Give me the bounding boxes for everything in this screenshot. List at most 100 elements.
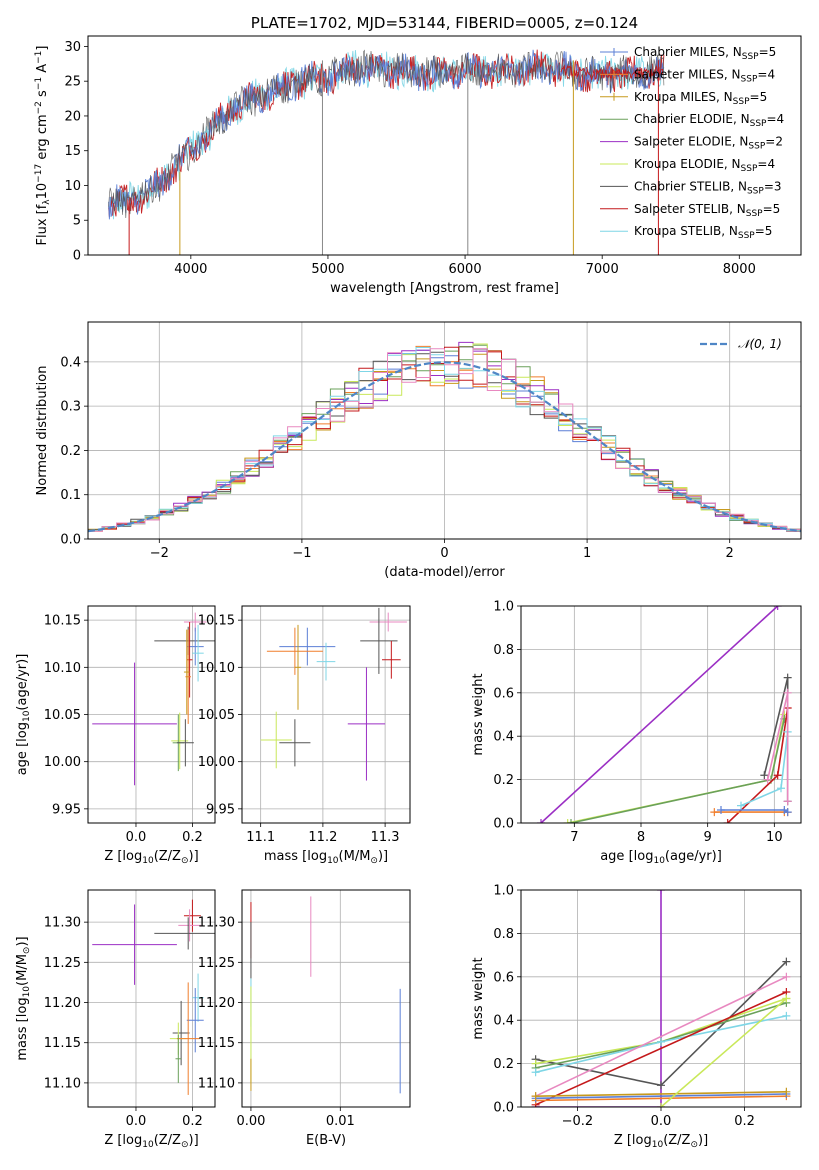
legend-entry-part: Salpeter STELIB, N <box>634 202 746 216</box>
x-tick-label: 0 <box>440 546 448 561</box>
x-tick-label: 9 <box>704 830 712 845</box>
y-axis-label: mass [log10(M/M⊙)] <box>15 936 32 1060</box>
y-tick-label: 0.6 <box>493 970 514 985</box>
x-axis-label: (data-model)/error <box>384 565 505 580</box>
y-tick-label: 0.0 <box>493 1101 514 1116</box>
y-tick-label: 11.10 <box>198 1076 235 1091</box>
x-tick-label: 7 <box>570 830 578 845</box>
y-axis-label-part: )] <box>15 936 30 946</box>
weight-marker <box>773 606 782 610</box>
x-tick-label: 4000 <box>174 262 207 277</box>
x-axis-label-part: ⊙ <box>181 1140 189 1150</box>
legend-entry-part: Chabrier ELODIE, N <box>634 112 750 126</box>
y-tick-label: 10.15 <box>198 614 235 629</box>
y-tick-label: 0.6 <box>493 686 514 701</box>
axes-residuals: −2 −1 0 1 2 0.0 0.1 0.2 0.3 0.4 (data-model)/error… <box>35 321 802 580</box>
legend-entry-part: SSP <box>741 74 758 84</box>
x-axis-label-part: ⊙ <box>370 856 378 866</box>
weight-marker <box>782 957 791 966</box>
axes-weight_vs_Z: −0.2 0.0 0.2 0.0 0.2 0.4 0.6 0.8 1.0 Z [log10(Z/Z… <box>471 884 802 1150</box>
y-axis-label-part: λ <box>42 199 52 205</box>
x-axis-label-part: (Z/Z <box>663 1133 690 1148</box>
axes-mass_vs_ebv: 0.00 0.01 11.10 11.15 11.20 11.25 11.30 E(B-V) <box>198 889 411 1148</box>
y-tick-label: 11.20 <box>198 996 235 1011</box>
legend-entry-part: SSP <box>747 186 764 196</box>
legend-entry-part: SSP <box>748 142 765 152</box>
y-tick-label: 10.05 <box>44 708 81 723</box>
y-tick-label: 11.25 <box>44 956 81 971</box>
weight-marker <box>657 1081 665 1090</box>
x-axis-label-part: 10 <box>327 856 339 866</box>
x-tick-label: 0.0 <box>651 1114 672 1129</box>
y-tick-label: 10.15 <box>44 614 81 629</box>
x-tick-label: 0.2 <box>734 1114 755 1129</box>
weight-marker <box>782 1087 791 1096</box>
legend-entry: Chabrier MILES, NSSP=5 <box>634 45 776 62</box>
legend-entry-part: =5 <box>750 90 768 104</box>
y-axis-label-part: Flux [f <box>35 204 50 245</box>
x-axis-label-part: ⊙ <box>181 856 189 866</box>
weight-marker <box>782 994 791 1003</box>
y-tick-label: 0.2 <box>60 444 81 459</box>
x-tick-label: 0.0 <box>126 830 147 845</box>
y-axis-label: mass weight <box>471 957 486 1039</box>
histogram-pink <box>88 348 801 532</box>
legend-entry-part: Salpeter MILES, N <box>634 67 741 81</box>
x-tick-label: 6000 <box>449 262 482 277</box>
y-tick-label: 0 <box>73 249 81 264</box>
weight-marker <box>657 890 665 894</box>
y-axis-label-part: erg cm <box>35 114 50 163</box>
y-axis-label-part: 10 <box>35 183 50 200</box>
plot-area-age_vs_Z <box>92 612 215 786</box>
weight-marker <box>760 771 769 780</box>
legend-entry: 𝒩(0, 1) <box>738 337 782 351</box>
weight-marker <box>563 819 572 823</box>
x-axis-label: E(B-V) <box>306 1133 346 1148</box>
x-tick-label: 0.2 <box>182 1114 203 1129</box>
x-tick-label: −0.2 <box>562 1114 594 1129</box>
weight-marker <box>567 819 575 823</box>
x-axis-label-part: 10 <box>653 856 665 866</box>
y-tick-label: 0.0 <box>60 533 81 548</box>
y-axis-label-part: mass weight <box>471 957 486 1039</box>
y-tick-label: 10.00 <box>198 755 235 770</box>
legend-entry: Salpeter ELODIE, NSSP=2 <box>634 135 783 152</box>
spectrum-model-tail <box>560 64 664 81</box>
weight-line-salpeter_stelib <box>535 991 787 1106</box>
legend-entry: Salpeter MILES, NSSP=4 <box>634 67 775 84</box>
x-axis-label-part: wavelength [Angstrom, rest frame] <box>330 281 559 296</box>
plot-area-weight_vs_Z <box>531 890 791 1107</box>
spectrum-line-chabrier_stelib <box>108 49 665 219</box>
y-tick-label: 0.2 <box>493 1057 514 1072</box>
legend-entry-part: =5 <box>759 45 777 59</box>
x-tick-label: 5000 <box>311 262 344 277</box>
x-axis-label: Z [log10(Z/Z⊙)] <box>104 1133 198 1150</box>
weight-line-salpeter_elodie <box>535 890 662 1107</box>
x-tick-label: 8 <box>637 830 645 845</box>
legend-entry: Kroupa MILES, NSSP=5 <box>634 90 767 107</box>
legend-entry-part: =4 <box>757 157 775 171</box>
y-axis-label-part: Normed distribution <box>35 366 50 496</box>
y-tick-label: 0.2 <box>493 773 514 788</box>
legend-entry-part: =5 <box>763 202 781 216</box>
plot-area-age_vs_mass <box>260 607 407 781</box>
normal-curve <box>88 361 801 533</box>
y-tick-label: 10.05 <box>198 708 235 723</box>
x-tick-label: 7000 <box>586 262 619 277</box>
x-axis-label-part: (Z/Z <box>154 1133 181 1148</box>
y-axis-label: age [log10(age/yr)] <box>15 654 32 776</box>
x-tick-label: 1 <box>583 546 591 561</box>
x-axis-label-part: Z [log <box>104 849 142 864</box>
chart-title-part: PLATE=1702, MJD=53144, FIBERID=0005, z=0… <box>251 14 638 32</box>
y-axis-label-part: 10 <box>22 986 32 998</box>
y-tick-label: 0.8 <box>493 927 514 942</box>
x-axis-label-part: (M/M <box>339 849 371 864</box>
y-tick-label: 20 <box>64 109 81 124</box>
legend-entry-part: SSP <box>741 164 758 174</box>
legend-entry-part: SSP <box>750 119 767 129</box>
y-tick-label: 0.4 <box>60 355 81 370</box>
legend-entry-part: =5 <box>755 224 773 238</box>
y-axis-label: Flux [fλ10−17 erg cm−2 s−1 A−1] <box>34 46 52 246</box>
